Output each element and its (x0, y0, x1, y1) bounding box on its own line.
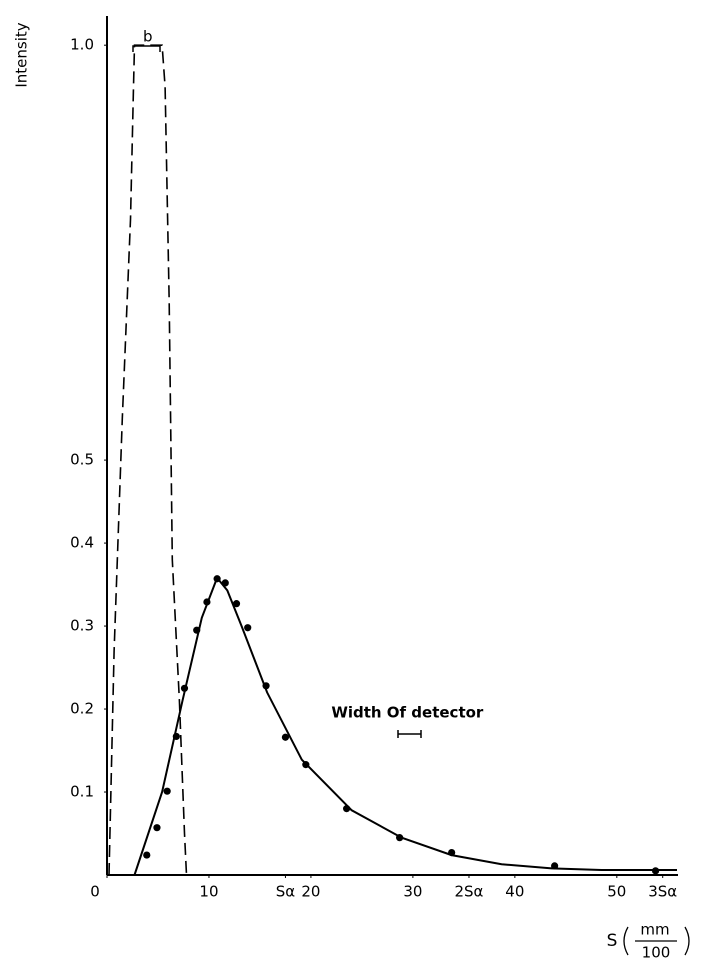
x-tick-label: 50 (607, 883, 626, 901)
data-point (143, 851, 151, 859)
data-point (262, 682, 270, 690)
dashed-line (108, 44, 188, 876)
data-point (448, 848, 456, 857)
data-point (244, 624, 252, 632)
x-tick-label: 10 (199, 883, 218, 901)
x-unit-numerator: mm (640, 921, 669, 939)
x-tick-label: 3Sα (648, 883, 677, 901)
x-unit-parentheses (623, 926, 690, 956)
x-tick-label: Sα (276, 883, 296, 901)
y-tick-label: 1.0 (70, 36, 94, 54)
data-point (172, 732, 180, 741)
data-point (551, 862, 559, 870)
annotation: b (143, 27, 153, 45)
data-point (232, 600, 241, 608)
y-tick-label: 0.3 (70, 617, 94, 635)
detector-width-marker (397, 730, 422, 738)
x-tick-label: 2Sα (454, 883, 483, 901)
data-point (213, 575, 221, 583)
annotation: Width Of detector (331, 704, 484, 722)
data-point (281, 733, 290, 741)
y-tick-label: 0.2 (70, 700, 94, 718)
x-tick-label: 0 (90, 883, 100, 901)
y-tick-label: 0.1 (70, 783, 94, 801)
x-tick-label: 40 (505, 883, 524, 901)
data-point (343, 805, 351, 813)
y-axis-label: Intensity (13, 22, 31, 87)
data-point (193, 626, 201, 634)
y-tick-label: 0.4 (70, 534, 94, 552)
data-point (163, 787, 171, 795)
x-unit-denominator: 100 (642, 944, 671, 962)
data-point (221, 579, 229, 587)
data-point (180, 684, 189, 692)
width-bracket (132, 45, 161, 52)
data-point (153, 824, 161, 832)
fit-line (133, 575, 677, 876)
x-tick-label: 20 (301, 883, 320, 901)
x-axis-label: S (607, 931, 618, 951)
data-point (396, 834, 404, 842)
y-tick-label: 0.5 (70, 451, 94, 469)
data-point (203, 598, 211, 606)
data-point (651, 867, 660, 875)
x-tick-label: 30 (403, 883, 422, 901)
data-point (302, 761, 310, 769)
